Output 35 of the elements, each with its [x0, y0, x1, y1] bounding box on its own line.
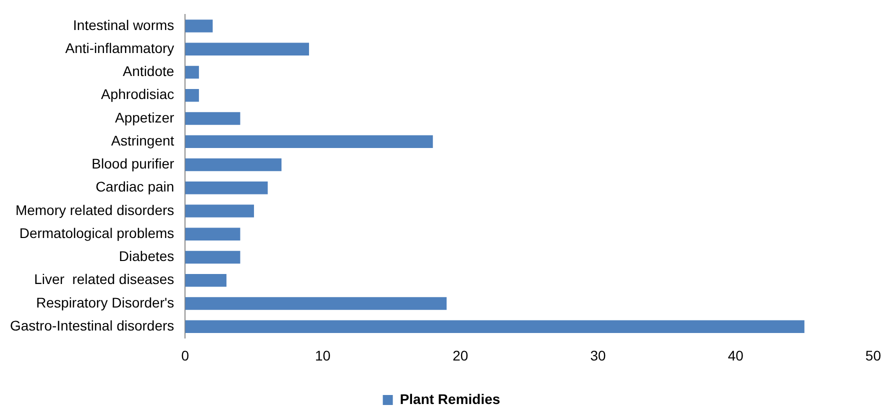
bar — [185, 66, 199, 79]
legend-label: Plant Remidies — [400, 390, 500, 407]
bar — [185, 42, 310, 56]
bar — [185, 204, 254, 218]
bar — [185, 274, 226, 287]
y-tick-label: Dermatological problems — [19, 224, 174, 241]
y-tick-label: Gastro-Intestinal disorders — [10, 317, 174, 334]
x-tick-label: 40 — [728, 347, 744, 364]
y-tick-label: Liver related diseases — [34, 271, 174, 288]
y-tick-label: Astringent — [111, 132, 174, 148]
x-tick-label: 30 — [590, 347, 606, 364]
bar — [185, 158, 282, 172]
y-tick-label: Blood purifier — [92, 156, 175, 172]
x-tick-label: 0 — [181, 347, 190, 364]
y-tick-label: Intestinal worms — [73, 16, 174, 33]
y-tick-label: Aphrodisiac — [101, 86, 174, 102]
bar — [185, 20, 213, 32]
bar — [185, 250, 240, 264]
y-tick-label: Antidote — [122, 63, 174, 80]
bar — [185, 182, 268, 194]
y-tick-label: Diabetes — [118, 248, 174, 264]
bar — [185, 297, 447, 310]
y-tick-label: Appetizer — [115, 109, 175, 126]
bar — [185, 88, 199, 102]
x-tick-label: 10 — [314, 347, 331, 364]
x-tick-label: 50 — [865, 347, 882, 364]
bar — [185, 320, 804, 333]
bar — [185, 112, 240, 125]
y-tick-label: Respiratory Disorder's — [36, 294, 174, 310]
y-tick-label: Cardiac pain — [96, 178, 174, 195]
x-tick-label: 20 — [452, 347, 468, 364]
bar — [185, 135, 433, 148]
y-tick-label: Memory related disorders — [15, 202, 174, 218]
y-tick-label: Anti-inflammatory — [65, 40, 174, 56]
bar — [185, 228, 240, 240]
